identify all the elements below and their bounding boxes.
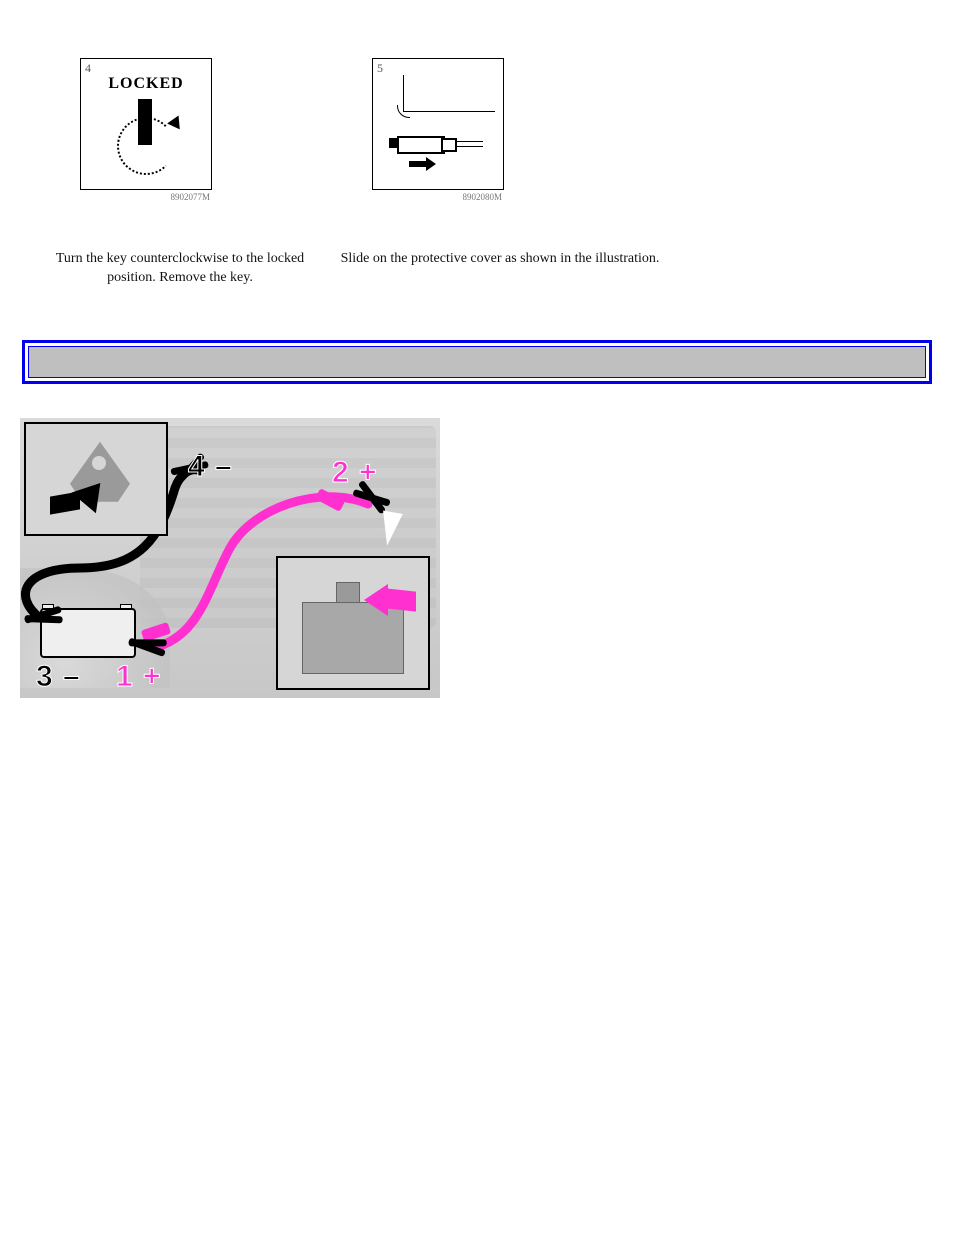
wire-icon [403, 111, 495, 112]
terminal-arrow-icon [364, 578, 424, 622]
label-3-minus: 3 – [36, 660, 81, 694]
jump-start-figure: 4 – 2 + 3 – 1 + [20, 418, 440, 698]
step-5-caption: Slide on the protective cover as shown i… [340, 250, 660, 288]
slide-arrow-icon [409, 155, 436, 173]
step-5-ref: 8902080M [462, 192, 504, 202]
step-4-ref: 8902077M [170, 192, 212, 202]
section-divider-fill [28, 346, 926, 378]
step-4: 4 LOCKED 8902077M [80, 58, 212, 202]
rotation-ring-icon [117, 117, 175, 175]
label-2-plus: 2 + [332, 456, 378, 490]
rotation-arrow-icon [167, 113, 185, 130]
label-4-minus: 4 – [188, 450, 233, 484]
step-4-number: 4 [85, 61, 91, 76]
bracket-hole-icon [92, 456, 106, 470]
manual-page: 4 LOCKED 8902077M 5 8 [0, 0, 954, 1235]
connector-tail-icon [455, 141, 483, 147]
cable-sleeve-icon [315, 488, 345, 512]
step-5-figure: 5 [372, 58, 504, 190]
caption-row: Turn the key counterclockwise to the loc… [20, 250, 934, 288]
step-row: 4 LOCKED 8902077M 5 8 [20, 58, 934, 202]
locked-label: LOCKED [81, 75, 211, 93]
ground-arrow-icon [44, 478, 104, 518]
step-5: 5 8902080M [372, 58, 504, 202]
positive-terminal-inset [276, 556, 430, 690]
step-5-number: 5 [377, 61, 383, 76]
section-divider [22, 340, 932, 384]
step-4-figure: 4 LOCKED [80, 58, 212, 190]
ground-point-inset [24, 422, 168, 536]
connector-plug-icon [389, 138, 397, 148]
label-1-plus: 1 + [116, 660, 162, 694]
step-4-caption: Turn the key counterclockwise to the loc… [30, 250, 330, 288]
connector-body-icon [397, 136, 445, 154]
